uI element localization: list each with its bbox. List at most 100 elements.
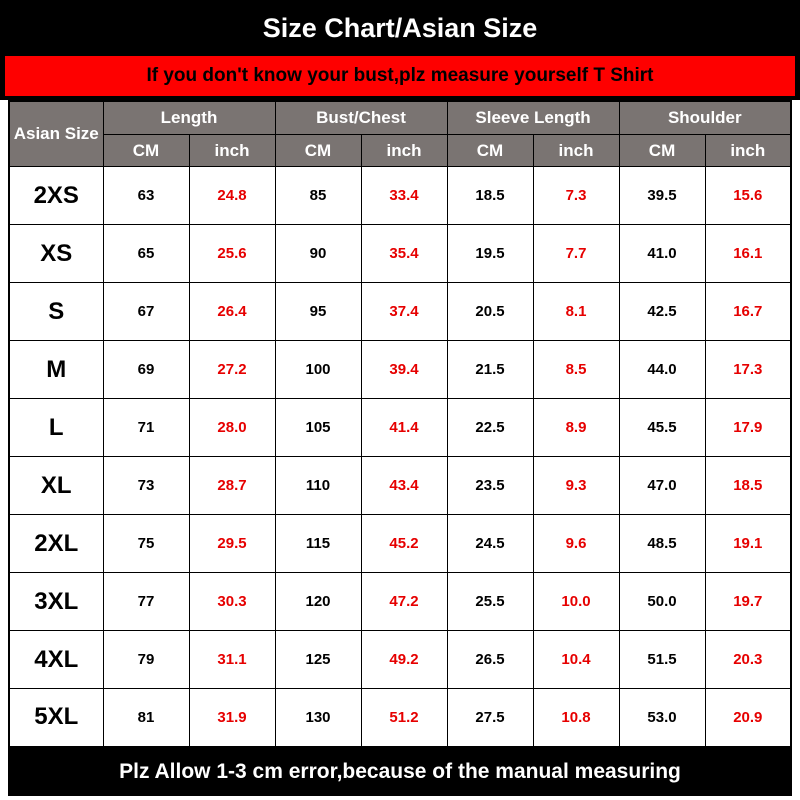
shoulder-cm-value: 51.5 <box>618 630 706 689</box>
size-label: 2XL <box>8 514 104 573</box>
col-group-sleeve: Sleeve Length <box>446 100 620 135</box>
sleeve-inch-value: 9.6 <box>532 514 620 573</box>
bust-cm-value: 110 <box>274 456 362 515</box>
sleeve-cm-value: 20.5 <box>446 282 534 341</box>
size-label: 4XL <box>8 630 104 689</box>
size-label: L <box>8 398 104 457</box>
length-cm-value: 73 <box>102 456 190 515</box>
size-label: XL <box>8 456 104 515</box>
bust-inch-value: 47.2 <box>360 572 448 631</box>
sleeve-inch-value: 7.3 <box>532 166 620 225</box>
length-cm-value: 63 <box>102 166 190 225</box>
length-cm-value: 69 <box>102 340 190 399</box>
length-inch-value: 25.6 <box>188 224 276 283</box>
shoulder-cm-value: 48.5 <box>618 514 706 573</box>
sleeve-cm-value: 24.5 <box>446 514 534 573</box>
shoulder-inch-value: 18.5 <box>704 456 792 515</box>
shoulder-cm-value: 45.5 <box>618 398 706 457</box>
bust-inch-value: 45.2 <box>360 514 448 573</box>
error-notice-text: Plz Allow 1-3 cm error,because of the ma… <box>119 759 681 783</box>
table-row: 3XL 77 30.3 120 47.2 25.5 10.0 50.0 19.7 <box>8 572 792 631</box>
shoulder-cm-value: 44.0 <box>618 340 706 399</box>
size-label: M <box>8 340 104 399</box>
length-cm-value: 75 <box>102 514 190 573</box>
corner-header: Asian Size <box>8 100 104 167</box>
unit-shoulder-inch: inch <box>704 134 792 167</box>
size-label: XS <box>8 224 104 283</box>
bust-cm-value: 125 <box>274 630 362 689</box>
shoulder-cm-value: 53.0 <box>618 688 706 747</box>
sleeve-cm-value: 27.5 <box>446 688 534 747</box>
size-chart-table: Asian Size Length Bust/Chest Sleeve Leng… <box>8 100 793 748</box>
sleeve-inch-value: 8.1 <box>532 282 620 341</box>
bust-inch-value: 39.4 <box>360 340 448 399</box>
sleeve-inch-value: 8.9 <box>532 398 620 457</box>
table-row: 4XL 79 31.1 125 49.2 26.5 10.4 51.5 20.3 <box>8 630 792 689</box>
shoulder-cm-value: 39.5 <box>618 166 706 225</box>
table-row: L 71 28.0 105 41.4 22.5 8.9 45.5 17.9 <box>8 398 792 457</box>
length-inch-value: 26.4 <box>188 282 276 341</box>
length-cm-value: 77 <box>102 572 190 631</box>
shoulder-inch-value: 16.1 <box>704 224 792 283</box>
table-row: 5XL 81 31.9 130 51.2 27.5 10.8 53.0 20.9 <box>8 688 792 747</box>
bust-inch-value: 43.4 <box>360 456 448 515</box>
bust-cm-value: 120 <box>274 572 362 631</box>
bust-cm-value: 85 <box>274 166 362 225</box>
size-label: 3XL <box>8 572 104 631</box>
shoulder-cm-value: 41.0 <box>618 224 706 283</box>
shoulder-inch-value: 19.1 <box>704 514 792 573</box>
shoulder-inch-value: 17.9 <box>704 398 792 457</box>
sleeve-cm-value: 19.5 <box>446 224 534 283</box>
table-row: 2XS 63 24.8 85 33.4 18.5 7.3 39.5 15.6 <box>8 166 792 225</box>
bust-inch-value: 35.4 <box>360 224 448 283</box>
sleeve-cm-value: 25.5 <box>446 572 534 631</box>
sleeve-cm-value: 22.5 <box>446 398 534 457</box>
bust-inch-value: 51.2 <box>360 688 448 747</box>
col-group-bust: Bust/Chest <box>274 100 448 135</box>
shoulder-cm-value: 42.5 <box>618 282 706 341</box>
shoulder-inch-value: 17.3 <box>704 340 792 399</box>
sleeve-inch-value: 9.3 <box>532 456 620 515</box>
unit-sleeve-cm: CM <box>446 134 534 167</box>
sleeve-cm-value: 21.5 <box>446 340 534 399</box>
sleeve-inch-value: 10.8 <box>532 688 620 747</box>
col-group-length: Length <box>102 100 276 135</box>
sleeve-cm-value: 18.5 <box>446 166 534 225</box>
shoulder-inch-value: 20.3 <box>704 630 792 689</box>
sleeve-inch-value: 8.5 <box>532 340 620 399</box>
bust-inch-value: 33.4 <box>360 166 448 225</box>
bust-cm-value: 100 <box>274 340 362 399</box>
bust-cm-value: 95 <box>274 282 362 341</box>
measure-notice-text: If you don't know your bust,plz measure … <box>146 65 654 86</box>
length-cm-value: 81 <box>102 688 190 747</box>
length-inch-value: 30.3 <box>188 572 276 631</box>
length-cm-value: 67 <box>102 282 190 341</box>
sleeve-inch-value: 10.4 <box>532 630 620 689</box>
header-unit-row: CM inch CM inch CM inch CM inch <box>9 134 792 167</box>
length-cm-value: 65 <box>102 224 190 283</box>
shoulder-inch-value: 15.6 <box>704 166 792 225</box>
sleeve-inch-value: 7.7 <box>532 224 620 283</box>
bust-inch-value: 49.2 <box>360 630 448 689</box>
col-group-shoulder: Shoulder <box>618 100 792 135</box>
sleeve-cm-value: 26.5 <box>446 630 534 689</box>
length-inch-value: 28.7 <box>188 456 276 515</box>
length-inch-value: 28.0 <box>188 398 276 457</box>
page-title: Size Chart/Asian Size <box>262 13 538 43</box>
size-label: S <box>8 282 104 341</box>
table-row: XL 73 28.7 110 43.4 23.5 9.3 47.0 18.5 <box>8 456 792 515</box>
shoulder-cm-value: 50.0 <box>618 572 706 631</box>
size-label: 5XL <box>8 688 104 747</box>
unit-shoulder-cm: CM <box>618 134 706 167</box>
length-inch-value: 31.1 <box>188 630 276 689</box>
sleeve-cm-value: 23.5 <box>446 456 534 515</box>
unit-sleeve-inch: inch <box>532 134 620 167</box>
bust-cm-value: 130 <box>274 688 362 747</box>
title-bar: Size Chart/Asian Size If you don't know … <box>0 0 800 100</box>
bust-cm-value: 115 <box>274 514 362 573</box>
shoulder-inch-value: 20.9 <box>704 688 792 747</box>
shoulder-inch-value: 19.7 <box>704 572 792 631</box>
unit-bust-inch: inch <box>360 134 448 167</box>
length-cm-value: 79 <box>102 630 190 689</box>
bust-cm-value: 105 <box>274 398 362 457</box>
